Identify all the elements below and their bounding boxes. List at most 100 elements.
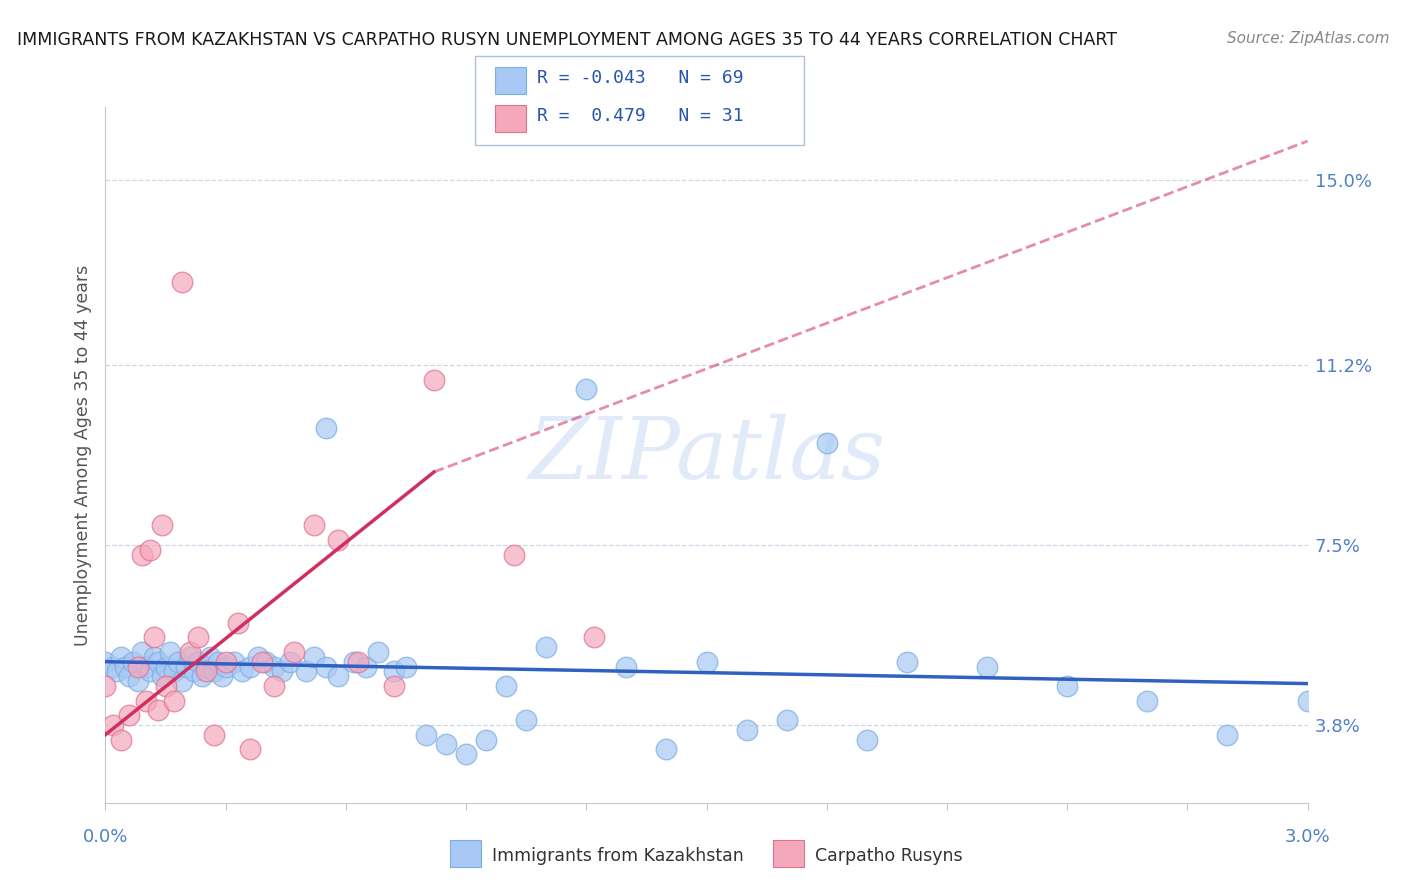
- Point: [1056, 679, 1078, 693]
- Point: [226, 615, 249, 630]
- Point: [315, 421, 337, 435]
- Point: [110, 732, 132, 747]
- Point: [583, 631, 606, 645]
- Point: [326, 533, 349, 547]
- Point: [214, 655, 236, 669]
- Point: [122, 655, 145, 669]
- Text: R = -0.043   N = 69: R = -0.043 N = 69: [537, 70, 744, 87]
- Point: [855, 732, 877, 747]
- Point: [170, 674, 193, 689]
- Point: [1216, 728, 1239, 742]
- Point: [162, 665, 184, 679]
- Text: Carpatho Rusyns: Carpatho Rusyns: [815, 847, 963, 865]
- Point: [231, 665, 253, 679]
- Point: [302, 518, 325, 533]
- Text: R =  0.479   N = 31: R = 0.479 N = 31: [537, 107, 744, 125]
- Text: IMMIGRANTS FROM KAZAKHSTAN VS CARPATHO RUSYN UNEMPLOYMENT AMONG AGES 35 TO 44 YE: IMMIGRANTS FROM KAZAKHSTAN VS CARPATHO R…: [17, 31, 1116, 49]
- Point: [976, 659, 998, 673]
- Point: [475, 732, 498, 747]
- Point: [155, 659, 177, 673]
- Point: [503, 548, 526, 562]
- Point: [166, 655, 188, 669]
- Point: [131, 645, 153, 659]
- Point: [142, 631, 165, 645]
- Point: [246, 649, 269, 664]
- Point: [695, 655, 717, 669]
- Point: [239, 742, 262, 756]
- Point: [495, 679, 517, 693]
- Point: [575, 382, 598, 396]
- Point: [211, 669, 233, 683]
- Point: [198, 649, 221, 664]
- Point: [187, 655, 209, 669]
- Point: [347, 655, 370, 669]
- Point: [367, 645, 389, 659]
- Point: [735, 723, 758, 737]
- Point: [110, 649, 132, 664]
- Point: [214, 659, 236, 673]
- Point: [179, 649, 201, 664]
- Point: [815, 435, 838, 450]
- Point: [170, 275, 193, 289]
- Point: [202, 728, 225, 742]
- Point: [194, 659, 217, 673]
- Point: [127, 674, 149, 689]
- Point: [354, 659, 377, 673]
- Point: [146, 703, 169, 717]
- Point: [222, 655, 245, 669]
- Point: [283, 645, 305, 659]
- Point: [194, 665, 217, 679]
- Point: [343, 655, 366, 669]
- Point: [454, 747, 477, 761]
- Text: 3.0%: 3.0%: [1285, 828, 1330, 846]
- Point: [94, 679, 117, 693]
- Point: [614, 659, 637, 673]
- Point: [103, 659, 125, 673]
- Point: [94, 655, 117, 669]
- Point: [135, 693, 157, 707]
- Point: [382, 679, 405, 693]
- Point: [395, 659, 418, 673]
- Y-axis label: Unemployment Among Ages 35 to 44 years: Unemployment Among Ages 35 to 44 years: [73, 264, 91, 646]
- Point: [114, 659, 136, 673]
- Point: [146, 655, 169, 669]
- Text: Immigrants from Kazakhstan: Immigrants from Kazakhstan: [492, 847, 744, 865]
- Point: [315, 659, 337, 673]
- Point: [534, 640, 557, 654]
- Point: [415, 728, 437, 742]
- Point: [326, 669, 349, 683]
- Point: [263, 679, 285, 693]
- Point: [150, 669, 173, 683]
- Point: [294, 665, 316, 679]
- Point: [202, 665, 225, 679]
- Point: [150, 518, 173, 533]
- Point: [776, 713, 799, 727]
- Point: [162, 693, 184, 707]
- Point: [434, 738, 457, 752]
- Point: [135, 659, 157, 673]
- Point: [103, 718, 125, 732]
- Point: [655, 742, 678, 756]
- Point: [107, 665, 129, 679]
- Point: [183, 665, 205, 679]
- Point: [155, 679, 177, 693]
- Point: [127, 659, 149, 673]
- Point: [138, 665, 160, 679]
- Point: [179, 645, 201, 659]
- Point: [190, 669, 212, 683]
- Text: ZIPatlas: ZIPatlas: [527, 414, 886, 496]
- Point: [896, 655, 918, 669]
- Point: [118, 708, 141, 723]
- Point: [239, 659, 262, 673]
- Point: [515, 713, 537, 727]
- Point: [263, 659, 285, 673]
- Point: [254, 655, 277, 669]
- Point: [1296, 693, 1319, 707]
- Point: [174, 659, 197, 673]
- Point: [131, 548, 153, 562]
- Point: [302, 649, 325, 664]
- Point: [187, 631, 209, 645]
- Point: [382, 665, 405, 679]
- Text: Source: ZipAtlas.com: Source: ZipAtlas.com: [1226, 31, 1389, 46]
- Point: [423, 372, 446, 386]
